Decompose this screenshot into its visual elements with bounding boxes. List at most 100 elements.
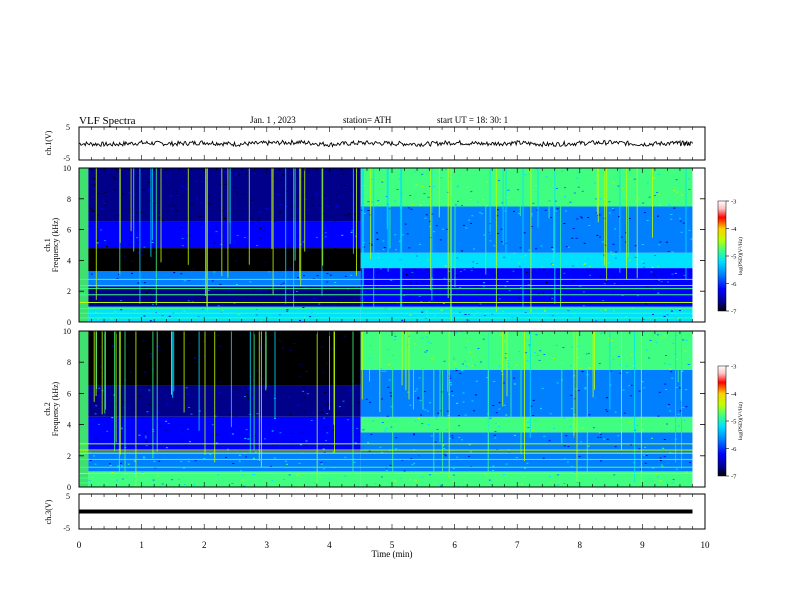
- spectrogram-speckle: [471, 215, 474, 217]
- spectrogram-speckle: [669, 315, 672, 317]
- spectrogram-sferic: [130, 168, 132, 232]
- spectrogram-speckle: [621, 297, 624, 299]
- spectrogram-speckle: [115, 223, 118, 225]
- spectrogram-speckle: [333, 239, 336, 241]
- spectrogram-speckle: [638, 198, 641, 200]
- spectrogram-sferic: [401, 168, 403, 315]
- spectrogram-speckle: [102, 335, 105, 337]
- spectrogram-speckle: [612, 277, 615, 279]
- spectrogram-speckle: [556, 189, 559, 191]
- spectrogram-speckle: [614, 228, 617, 230]
- spectrogram-speckle: [180, 227, 183, 228]
- spectrogram-speckle: [657, 476, 660, 478]
- spectrogram-sferic: [495, 168, 497, 312]
- spectrogram-speckle: [282, 479, 285, 480]
- spectrogram-speckle: [379, 367, 382, 369]
- spectrogram-sferic: [155, 168, 157, 305]
- spectrogram-speckle: [166, 403, 169, 405]
- spectrogram-speckle: [444, 455, 447, 457]
- spectrogram-speckle: [328, 295, 331, 297]
- spectrogram-speckle: [353, 461, 356, 463]
- spectrogram-speckle: [562, 347, 565, 348]
- spectrogram-speckle: [141, 292, 144, 294]
- spectrogram-speckle: [600, 310, 603, 312]
- spectrogram-speckle: [389, 308, 392, 310]
- spectrogram-speckle: [576, 346, 579, 347]
- spectrogram-speckle: [181, 439, 184, 441]
- spectrogram-speckle: [295, 349, 298, 351]
- spectrogram-speckle: [106, 249, 109, 251]
- spectrogram-speckle: [429, 220, 431, 222]
- spectrogram-sferic: [621, 331, 622, 451]
- spectrogram-speckle: [150, 355, 153, 357]
- spectrogram-speckle: [456, 402, 459, 404]
- spectrogram-speckle: [153, 170, 156, 172]
- spectrogram-speckle: [663, 335, 666, 337]
- spectrogram-speckle: [117, 214, 120, 216]
- spectrogram-speckle: [500, 370, 503, 372]
- spectrogram-speckle: [587, 217, 590, 218]
- spectrogram-speckle: [470, 269, 473, 271]
- spectrogram-speckle: [348, 447, 351, 449]
- spectrogram-speckle: [121, 371, 124, 373]
- spectrogram-speckle: [101, 208, 103, 210]
- spectrogram-speckle: [614, 275, 617, 277]
- spectrogram-speckle: [655, 473, 658, 475]
- spectrogram-speckle: [98, 387, 101, 389]
- spectrogram-speckle: [530, 405, 533, 407]
- spectrogram-speckle: [286, 463, 288, 465]
- spectrogram-speckle: [658, 244, 661, 246]
- spectrogram-sferic: [626, 168, 628, 280]
- spectrogram-speckle: [120, 428, 123, 430]
- spectrogram-speckle: [583, 263, 586, 265]
- spectrogram-speckle: [178, 478, 181, 480]
- spectrogram-speckle: [297, 229, 299, 231]
- spectrogram-speckle: [448, 475, 450, 477]
- spectrogram-speckle: [100, 180, 103, 182]
- spectrogram-speckle: [446, 429, 449, 430]
- spectrogram-speckle: [276, 193, 279, 195]
- spectrogram-sferic: [386, 168, 388, 230]
- spectrogram-narrowband-line: [79, 312, 693, 314]
- spectrogram-speckle: [381, 422, 384, 423]
- spectrogram-speckle: [644, 339, 647, 341]
- spectrogram-sferic: [413, 331, 414, 410]
- spectrogram-speckle: [630, 384, 633, 386]
- spectrogram-speckle: [591, 424, 594, 426]
- spectrogram-speckle: [199, 216, 202, 218]
- spectrogram-speckle: [275, 288, 278, 290]
- spectrogram-speckle: [551, 298, 554, 299]
- spectrogram-speckle: [251, 474, 254, 475]
- spectrogram-speckle: [125, 336, 128, 338]
- spectrogram-speckle: [297, 236, 300, 237]
- spectrogram-speckle: [90, 273, 93, 275]
- spectrogram-speckle: [183, 482, 186, 484]
- spectrogram-speckle: [183, 310, 186, 312]
- spectrogram-speckle: [370, 178, 373, 180]
- spectrogram-speckle: [235, 284, 238, 285]
- spectrogram-speckle: [109, 463, 111, 465]
- spectrogram-speckle: [299, 444, 302, 446]
- spectrogram-sferic: [573, 331, 575, 438]
- spectrogram-speckle: [243, 485, 246, 487]
- spectrogram-speckle: [513, 410, 516, 412]
- spectrogram-speckle: [549, 298, 551, 300]
- spectrogram-speckle: [328, 411, 331, 413]
- spectrogram-speckle: [152, 479, 155, 481]
- spectrogram-speckle: [255, 188, 258, 190]
- spectrogram-speckle: [189, 410, 192, 411]
- spectrogram-speckle: [570, 353, 572, 355]
- spectrogram-speckle: [528, 344, 531, 346]
- spectrogram-speckle: [250, 199, 253, 201]
- spectrogram-speckle: [403, 295, 406, 297]
- spectrogram-speckle: [192, 222, 195, 224]
- spectrogram-speckle: [661, 273, 664, 275]
- spectrogram-speckle: [465, 365, 468, 367]
- spectrogram-speckle: [524, 174, 527, 176]
- spectrogram-speckle: [181, 238, 184, 239]
- spectrogram-speckle: [303, 410, 306, 412]
- spectrogram-speckle: [537, 293, 540, 295]
- spectrogram-speckle: [273, 220, 276, 222]
- spectrogram-sferic: [321, 168, 323, 296]
